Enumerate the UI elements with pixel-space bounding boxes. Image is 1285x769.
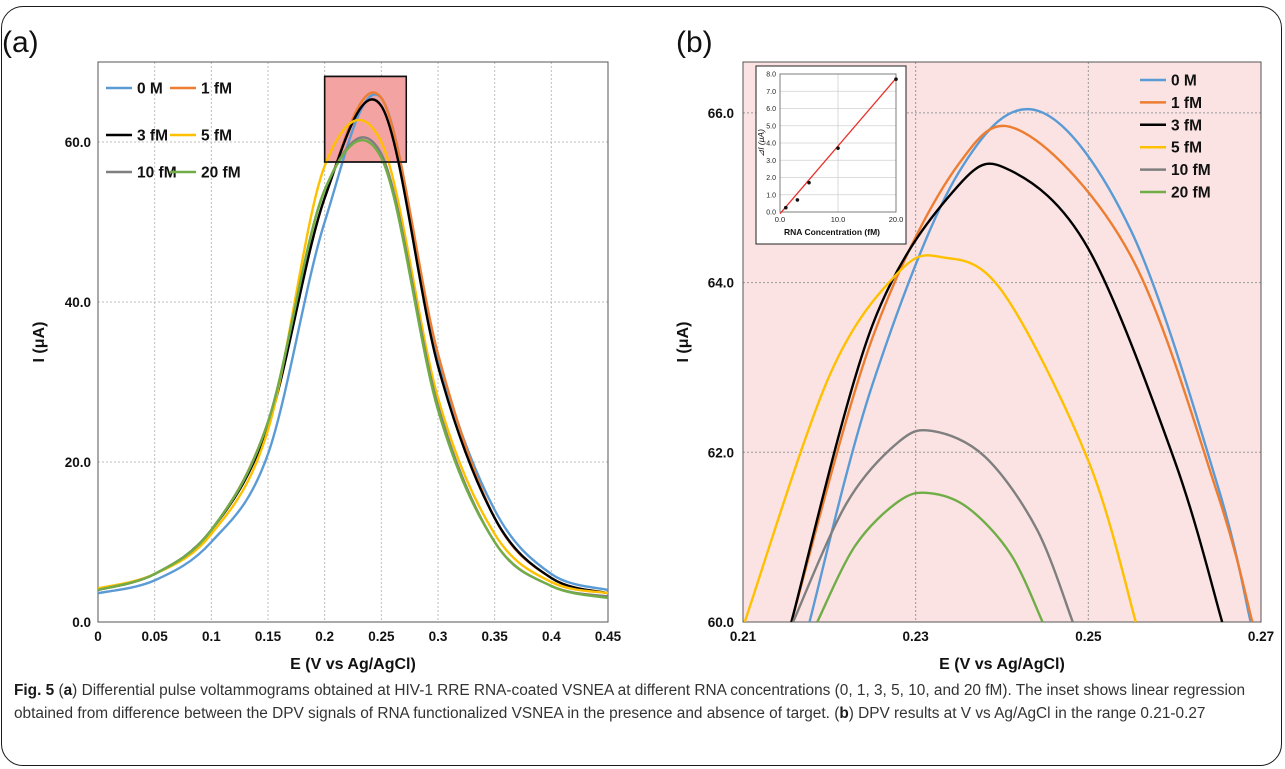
figure-frame (1, 6, 1282, 766)
inset-x-tick-label: 0.0 (775, 215, 785, 224)
inset-y-tick-label: 1.0 (766, 192, 776, 199)
legend-label: 1 fM (1171, 95, 1202, 112)
x-tick-label: 0.2 (315, 629, 334, 644)
caption-part: ( (54, 682, 64, 699)
inset-plot-border (779, 73, 897, 213)
x-tick-label: 0.27 (1248, 629, 1274, 644)
plot-area-border (742, 61, 1262, 623)
inset-x-tick-label: 20.0 (889, 215, 904, 224)
caption-part: a (63, 682, 73, 699)
series-line (790, 124, 1254, 622)
series-line (816, 491, 1044, 622)
panel-label: (a) (2, 26, 39, 59)
inset-y-tick-label: 2.0 (766, 175, 776, 182)
y-axis-title: I (μA) (31, 322, 48, 363)
inset-chart: 0.0 1.0 2.0 3.0 4.0 5.0 6.0 7.0 8.0 0.0 10.0 20.0 RN… (755, 65, 907, 245)
inset-fit-line (779, 77, 897, 215)
y-tick-label: 64.0 (708, 276, 734, 291)
legend-label: 20 fM (1171, 185, 1211, 202)
x-tick-label: 0.3 (429, 629, 448, 644)
x-tick-label: 0.05 (142, 629, 169, 644)
series-line (98, 118, 608, 595)
legend-label: 20 fM (201, 165, 241, 182)
series-line (743, 254, 1137, 622)
y-tick-label: 60.0 (708, 615, 734, 630)
figure-caption: Fig. 5 (a) Differential pulse voltammogr… (14, 679, 1269, 725)
highlight-box (323, 75, 408, 163)
y-tick-label: 40.0 (65, 295, 91, 310)
legend-label: 0 M (1171, 73, 1197, 90)
y-tick-label: 20.0 (65, 455, 91, 470)
legend-label: 5 fM (201, 128, 232, 145)
y-tick-label: 62.0 (708, 445, 734, 460)
x-tick-label: 0.25 (1075, 629, 1102, 644)
inset-x-axis-title: RNA Concentration (fM) (784, 227, 880, 237)
inset-y-tick-label: 0.0 (766, 210, 776, 217)
caption-part: b (839, 705, 849, 722)
series-group (743, 108, 1254, 622)
legend-label: 1 fM (201, 81, 232, 98)
x-tick-label: 0.45 (595, 629, 622, 644)
x-tick-label: 0 (94, 629, 102, 644)
inset-data-point (795, 198, 800, 202)
inset-data-point (836, 146, 840, 150)
x-axis-title: E (V vs Ag/AgCl) (290, 656, 416, 673)
inset-y-tick-label: 6.0 (766, 106, 776, 113)
y-tick-label: 0.0 (72, 615, 91, 630)
caption-body: (a) Differential pulse voltammograms obt… (14, 682, 1245, 722)
x-tick-label: 0.4 (542, 629, 561, 644)
legend-label: 10 fM (137, 165, 177, 182)
x-axis-title: E (V vs Ag/AgCl) (939, 656, 1065, 673)
inset-y-axis-title: ⊿I (μA) (756, 129, 766, 157)
inset-y-tick-label: 4.0 (766, 141, 776, 148)
y-tick-label: 66.0 (708, 106, 734, 121)
caption-fig-label: Fig. 5 (14, 682, 55, 699)
y-tick-label: 60.0 (65, 135, 91, 150)
inset-data-point (807, 180, 811, 185)
x-tick-label: 0.23 (903, 629, 930, 644)
series-line (790, 162, 1224, 622)
legend-label: 5 fM (1171, 140, 1202, 157)
series-line (98, 139, 608, 600)
series-line (791, 428, 1074, 622)
plot-area-border (97, 61, 609, 623)
inset-y-tick-label: 8.0 (766, 72, 776, 79)
inset-x-tick-label: 10.0 (831, 215, 846, 224)
series-line (98, 93, 608, 595)
legend-label: 3 fM (137, 128, 168, 145)
caption-part: ) DPV results at V vs Ag/AgCl in the ran… (848, 705, 1206, 722)
highlight-box-outline (323, 75, 408, 163)
inset-y-tick-label: 5.0 (766, 123, 776, 130)
panel-label: (b) (676, 26, 713, 59)
x-tick-label: 0.21 (730, 629, 757, 644)
inset-y-tick-label: 3.0 (766, 158, 776, 165)
series-group (98, 91, 608, 600)
x-tick-label: 0.35 (482, 629, 509, 644)
inset-data-point (784, 205, 788, 210)
legend-label: 3 fM (1171, 117, 1202, 134)
inset-y-tick-label: 7.0 (766, 89, 776, 96)
x-tick-label: 0.15 (255, 629, 282, 644)
panel-b-chart: (b) 0.21 0.23 0.25 0.27 60.0 62.0 64.0 66.0 0 M 1 … (675, 26, 1274, 673)
legend-label: 10 fM (1171, 162, 1211, 179)
x-tick-label: 0.1 (202, 629, 221, 644)
x-tick-label: 0.25 (368, 629, 395, 644)
inset-data-point (894, 77, 898, 81)
caption-part: ) Differential pulse voltammograms obtai… (14, 682, 1245, 722)
series-line (808, 108, 1252, 622)
panel-a-chart: (a) 0 0.05 0.1 0.15 0.2 0.25 0.3 0.35 0.4 0.45 0.0 2… (2, 26, 622, 673)
legend-label: 0 M (137, 81, 163, 98)
series-line (98, 136, 608, 598)
y-axis-title: I (μA) (675, 322, 692, 363)
